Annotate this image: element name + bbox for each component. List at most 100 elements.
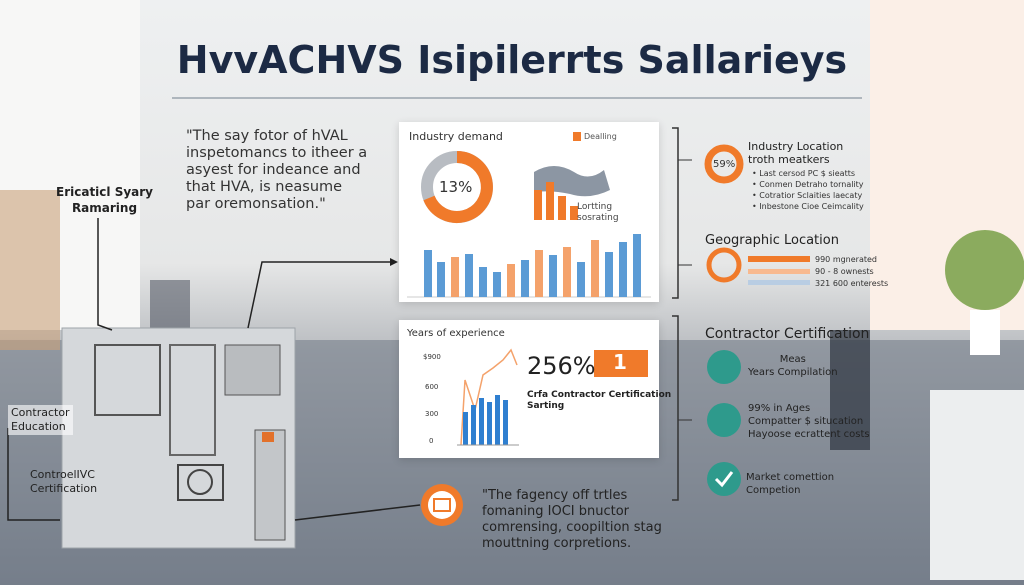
item-line: Competion bbox=[746, 485, 801, 496]
deco-bar bbox=[577, 262, 585, 297]
hvac-panel bbox=[169, 344, 216, 456]
mini-bar bbox=[534, 190, 542, 220]
item-line: 99% in Ages bbox=[748, 403, 811, 414]
geo-title: Geographic Location bbox=[705, 233, 839, 248]
list-item: • Inbestone Cioe Ceimcality bbox=[752, 202, 864, 211]
list-item: • Conmen Detraho tornality bbox=[752, 180, 864, 189]
deco-bar bbox=[521, 260, 529, 297]
cert-item: Market comettion Competion bbox=[746, 471, 834, 497]
check bbox=[714, 471, 734, 488]
quote-line: "The say fotor of hVAL bbox=[186, 128, 348, 144]
badge bbox=[594, 350, 648, 377]
panel-art bbox=[407, 151, 651, 298]
list-item: • Cotratior Sclaities laecaty bbox=[752, 191, 863, 200]
hvac-fan bbox=[177, 464, 224, 501]
quote-top: "The say fotor of hVAL inspetomancs to i… bbox=[186, 128, 367, 213]
quote-line: mouttning corpretions. bbox=[482, 536, 632, 551]
item-text: Last cersod PC $ sieatts bbox=[759, 169, 856, 178]
deco-bar bbox=[463, 412, 468, 445]
donut-label: 13% bbox=[439, 178, 473, 196]
icon bbox=[707, 350, 741, 384]
deco-bar bbox=[493, 272, 501, 297]
axis-label: $900 bbox=[423, 353, 441, 361]
quote-bottom: "The fagency off trtles fomaning IOCI bn… bbox=[482, 488, 662, 552]
deco-bar bbox=[479, 267, 487, 297]
deco-bar bbox=[633, 234, 641, 297]
deco-bar bbox=[549, 255, 557, 297]
title-line: Industry Location bbox=[748, 140, 844, 153]
big-number: 256% bbox=[527, 352, 596, 380]
cert-title: Contractor Certification bbox=[705, 326, 870, 342]
panel-demand: Industry demand Dealling bbox=[399, 122, 659, 302]
item-line: Hayoose ecrattent costs bbox=[748, 429, 870, 440]
deco-bar bbox=[424, 250, 432, 297]
axis-label: 300 bbox=[425, 410, 439, 418]
donut bbox=[706, 247, 742, 283]
map bbox=[534, 166, 610, 197]
deco-bar bbox=[591, 240, 599, 297]
title: HvvACHVS Isipilerrts Sallarieys bbox=[176, 38, 848, 82]
bracket bbox=[672, 315, 679, 501]
axis-label: 600 bbox=[425, 383, 439, 391]
item-line: Compatter $ situcation bbox=[748, 416, 864, 427]
connector bbox=[294, 504, 421, 521]
mini-bar bbox=[558, 196, 566, 220]
label-line: ControelIVC bbox=[30, 468, 95, 481]
item-text: Cotratior Sclaities laecaty bbox=[759, 191, 863, 200]
panel-art bbox=[457, 348, 648, 446]
geo-bar bbox=[748, 280, 810, 285]
side-text: Lortting sosrating bbox=[577, 202, 619, 224]
mail-icon bbox=[433, 498, 451, 512]
connector bbox=[7, 428, 60, 521]
quote-line: inspetomancs to itheer a bbox=[186, 145, 368, 161]
panel-title: Years of experience bbox=[407, 328, 505, 339]
icon bbox=[428, 491, 456, 519]
quote-line: comrensing, coopiltion stag bbox=[482, 520, 662, 535]
bracket bbox=[672, 127, 679, 299]
quote-line: "The fagency off trtles bbox=[482, 488, 628, 503]
connector bbox=[97, 218, 113, 331]
left-label: Ericaticl Syary Ramaring bbox=[56, 184, 153, 216]
item-line: Years Compilation bbox=[748, 367, 838, 378]
deco-bar bbox=[471, 405, 476, 445]
label-line: Ramaring bbox=[71, 201, 138, 215]
quote-line: that HVA, is neasume bbox=[186, 179, 343, 195]
donut-arc bbox=[423, 151, 493, 223]
label-line: Education bbox=[11, 420, 66, 433]
geo-bar bbox=[748, 256, 810, 262]
deco-bar bbox=[465, 254, 473, 297]
heading-line: Crfa Contractor Certification bbox=[527, 390, 672, 400]
geo-bar bbox=[748, 269, 810, 274]
quote-line: asyest for indeance and bbox=[186, 162, 361, 178]
item-line: Meas bbox=[779, 354, 806, 365]
chair bbox=[830, 330, 870, 450]
side-line: Lortting bbox=[577, 202, 613, 212]
item-line: Market comettion bbox=[746, 472, 835, 483]
legend: Dealling bbox=[573, 132, 617, 141]
location-title: Industry Location troth meatkers bbox=[748, 140, 843, 166]
left-label: ControelIVC Certification bbox=[30, 468, 97, 496]
hvac-valve bbox=[262, 432, 274, 442]
deco-bar bbox=[619, 242, 627, 297]
hvac-fan bbox=[187, 469, 213, 495]
quote-line: par oremonsation." bbox=[186, 196, 326, 212]
deco-bar bbox=[451, 257, 459, 297]
panel-heading: Crfa Contractor Certification Sarting bbox=[527, 390, 671, 412]
deco-bar bbox=[503, 400, 508, 445]
deco-bar bbox=[507, 264, 515, 297]
icon bbox=[707, 462, 741, 496]
item-text: Inbestone Cioe Ceimcality bbox=[759, 202, 864, 211]
plant bbox=[945, 230, 1024, 310]
deco-bar bbox=[495, 395, 500, 445]
label-line: Certification bbox=[30, 482, 98, 495]
cert-item: 99% in Ages Compatter $ situcation Hayoo… bbox=[748, 402, 870, 441]
deco-bar bbox=[437, 262, 445, 297]
deco-bar bbox=[535, 250, 543, 297]
panel-experience: Years of experience $900 600 300 0 256% … bbox=[399, 320, 671, 458]
hvac-panel bbox=[94, 344, 161, 416]
heading-line: Sarting bbox=[527, 401, 565, 411]
hvac-grill bbox=[224, 344, 281, 396]
deco-line bbox=[460, 348, 518, 446]
geo-label: 90 - 8 ownests bbox=[815, 267, 874, 276]
